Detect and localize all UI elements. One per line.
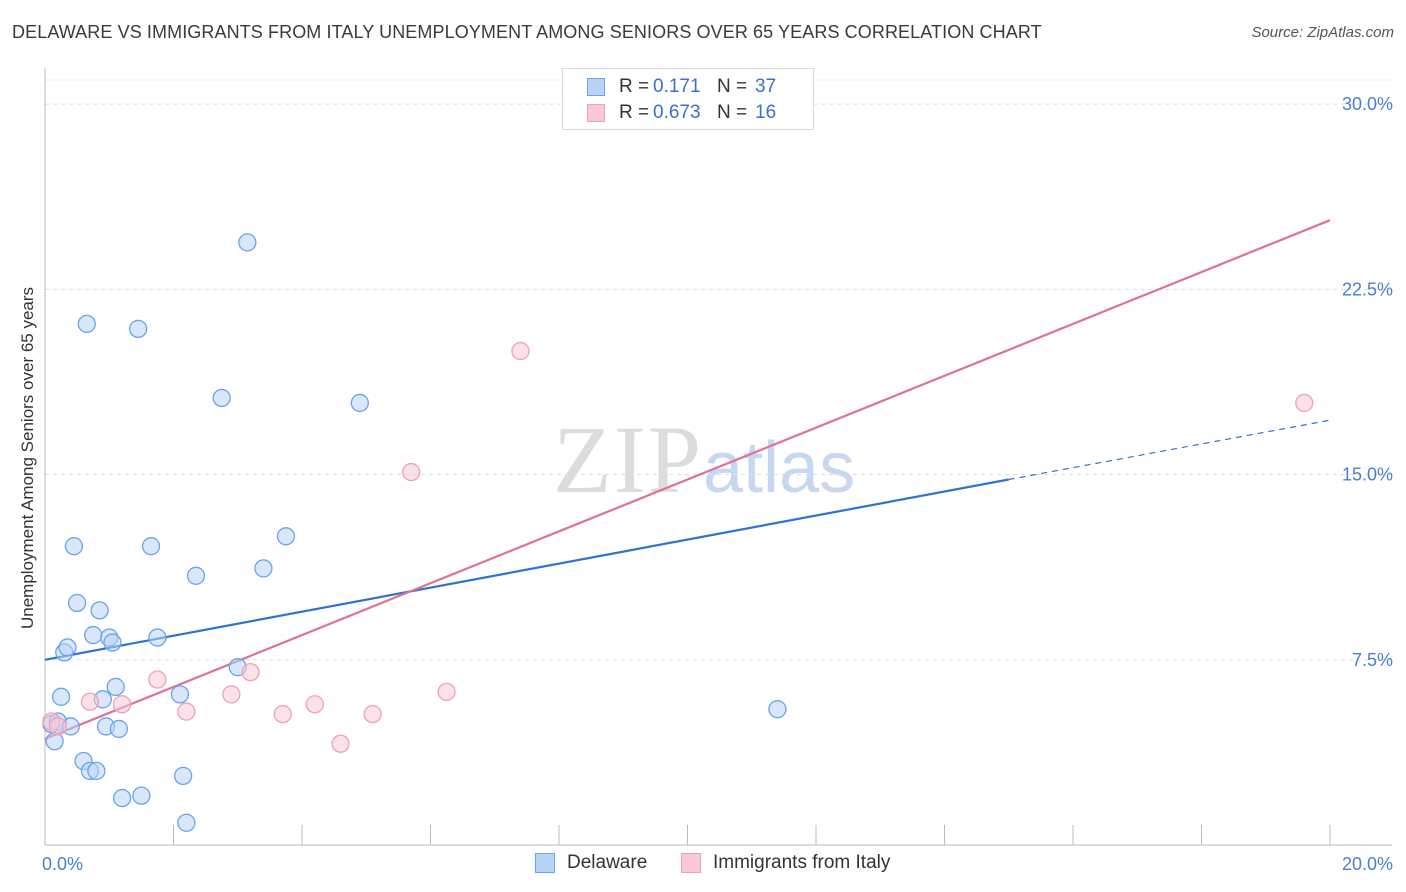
trend-line-dashed — [1008, 419, 1331, 481]
y-tick-label: 22.5% — [1342, 279, 1393, 299]
watermark-zip: ZIP — [553, 406, 703, 513]
watermark-atlas: atlas — [703, 428, 856, 508]
point-delaware — [64, 537, 84, 556]
legend-label-delaware: Delaware — [567, 852, 648, 873]
point-delaware — [67, 593, 87, 613]
grid — [45, 79, 1392, 661]
legend-item-italy: Immigrants from Italy — [681, 852, 890, 874]
point-delaware — [173, 766, 193, 785]
legend-n-label: N = — [717, 102, 748, 123]
point-italy — [177, 702, 196, 721]
legend-n-value: 16 — [755, 102, 777, 123]
legend-swatch-italy — [587, 104, 605, 122]
point-delaware — [254, 559, 273, 578]
point-italy — [80, 692, 100, 711]
legend-swatch-delaware — [587, 78, 605, 96]
legend-label-italy: Immigrants from Italy — [713, 852, 891, 873]
point-delaware — [170, 685, 190, 704]
point-delaware — [141, 537, 161, 556]
point-delaware — [84, 625, 103, 645]
chart-title: DELAWARE VS IMMIGRANTS FROM ITALY UNEMPL… — [12, 22, 1042, 42]
point-italy — [363, 704, 382, 724]
point-delaware — [177, 813, 196, 832]
point-delaware — [106, 677, 125, 697]
point-italy — [48, 717, 67, 736]
y-tick-label: 15.0% — [1342, 465, 1393, 485]
point-italy — [222, 685, 241, 704]
point-delaware — [77, 314, 96, 334]
x-tick-label: 20.0% — [1342, 854, 1393, 874]
point-italy — [148, 670, 167, 689]
point-delaware — [87, 761, 106, 781]
point-delaware — [90, 601, 109, 620]
point-italy — [1295, 393, 1314, 413]
trend-line — [44, 478, 1009, 661]
point-delaware — [129, 319, 148, 338]
y-tick-label: 7.5% — [1352, 650, 1393, 670]
trend-lines — [44, 219, 1331, 740]
point-italy — [402, 462, 421, 482]
point-italy — [437, 682, 456, 702]
point-italy — [273, 704, 292, 724]
watermark: ZIPatlas — [553, 404, 855, 515]
point-delaware — [212, 388, 231, 408]
trend-line — [44, 219, 1331, 740]
x-tick-label: 0.0% — [42, 854, 83, 874]
legend-swatch-italy — [681, 853, 701, 873]
point-italy — [511, 341, 530, 361]
y-axis-label: Unemployment Among Seniors over 65 years — [18, 286, 37, 630]
legend-r-label: R = — [619, 76, 650, 97]
point-delaware — [186, 566, 206, 585]
legend-r-value: 0.171 — [653, 76, 701, 97]
point-italy — [241, 662, 260, 682]
source-label: Source: ZipAtlas.com — [1251, 24, 1394, 41]
legend-row-delaware: R = 0.171 N = 37 — [587, 74, 776, 100]
point-italy — [331, 734, 350, 753]
point-delaware — [51, 687, 71, 706]
point-delaware — [58, 638, 77, 657]
legend-row-italy: R = 0.673 N = 16 — [587, 100, 776, 126]
point-delaware — [768, 700, 787, 719]
axes — [44, 68, 1392, 846]
point-italy — [112, 695, 132, 714]
point-delaware — [45, 732, 64, 751]
legend-swatch-delaware — [535, 853, 555, 873]
legend-r-value: 0.673 — [653, 102, 701, 123]
point-delaware — [238, 233, 257, 252]
legend-item-delaware: Delaware — [535, 852, 647, 874]
legend-r-label: R = — [619, 102, 650, 123]
point-delaware — [350, 393, 369, 413]
data-points — [42, 233, 1314, 832]
series-legend: Delaware Immigrants from Italy — [0, 852, 1406, 878]
legend-n-label: N = — [717, 76, 748, 97]
point-delaware — [276, 527, 296, 546]
point-delaware — [132, 786, 151, 805]
point-italy — [305, 695, 325, 714]
legend-n-value: 37 — [755, 76, 777, 97]
point-delaware — [103, 633, 122, 652]
point-delaware — [109, 719, 129, 739]
tick-labels: 7.5% 15.0% 22.5% 30.0% 0.0% 20.0% — [42, 94, 1393, 874]
point-delaware — [148, 628, 167, 647]
correlation-legend: R = 0.171 N = 37 R = 0.673 N = 16 — [562, 68, 814, 130]
point-delaware — [112, 788, 132, 808]
y-tick-label: 30.0% — [1342, 94, 1393, 114]
